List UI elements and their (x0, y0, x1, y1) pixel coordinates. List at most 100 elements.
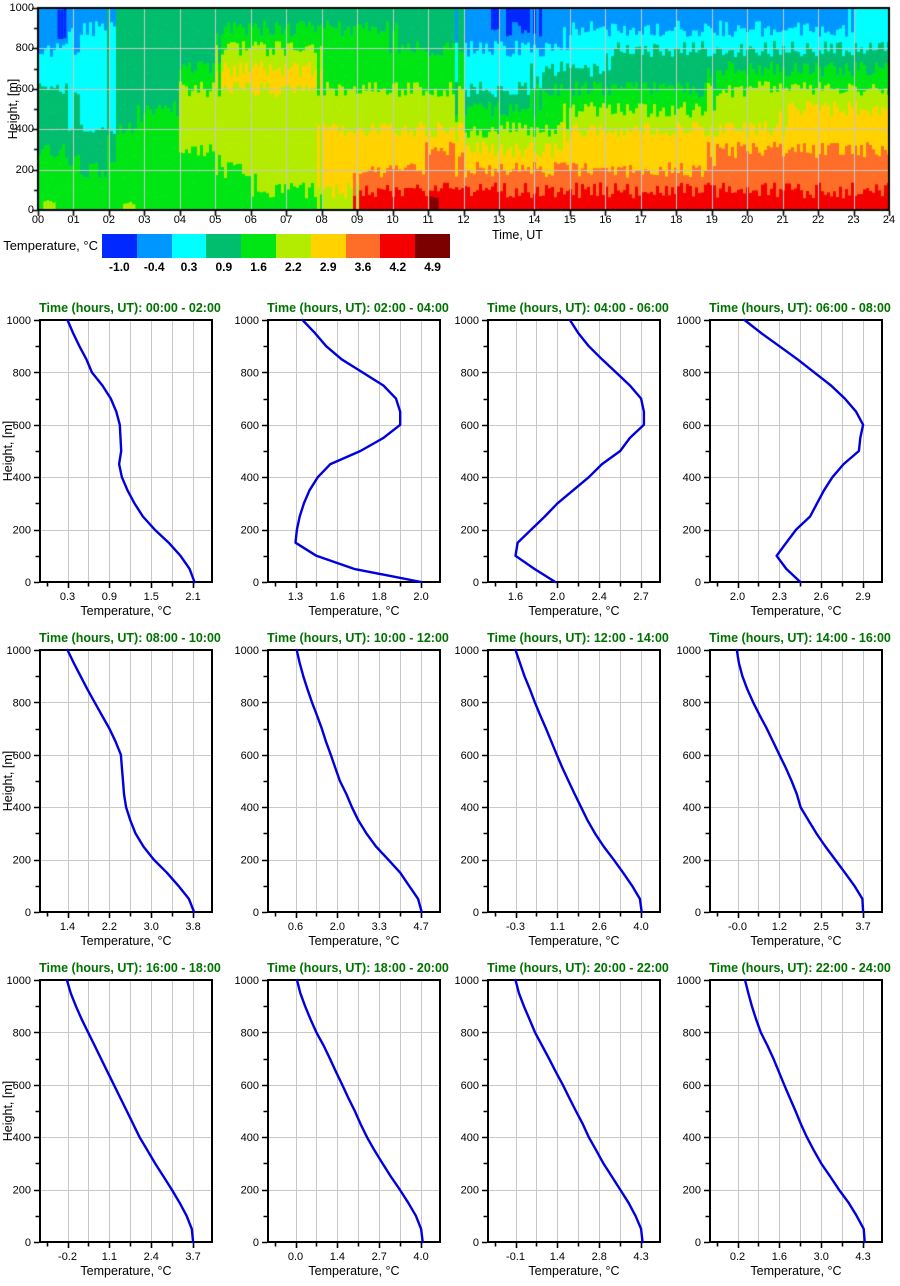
panel-x-tick-label: 2.0 (330, 921, 345, 933)
heatmap-x-tick-label: 19 (705, 214, 718, 226)
panel-y-tick-label: 200 (683, 1185, 701, 1197)
panel-x-tick-label: 2.6 (592, 921, 607, 933)
heatmap-x-tick-label: 11 (422, 214, 434, 226)
temperature-profile-line (295, 648, 423, 914)
colorbar-tick-label: 0.9 (215, 260, 233, 274)
panel-title: Time (hours, UT): 00:00 - 02:00 (39, 301, 221, 315)
temperature-profile-line (65, 978, 195, 1244)
panel-y-axis-label: Height, [m] (1, 751, 15, 811)
panel-y-tick-label: 800 (683, 367, 701, 379)
panel-ticks (262, 319, 423, 588)
panel-x-tick-label: 1.8 (372, 591, 387, 603)
panel-y-tick-label: 800 (13, 697, 31, 709)
panel-x-tick-label: 3.7 (185, 1251, 200, 1263)
panel-x-tick-label: 1.1 (102, 1251, 117, 1263)
colorbar-swatch (171, 234, 207, 258)
heatmap-x-tick-label: 20 (741, 214, 754, 226)
panel-frame (487, 649, 661, 913)
panel-x-tick-label: 0.3 (60, 591, 75, 603)
panel-gridlines (268, 980, 440, 1242)
colorbar-swatch (310, 234, 346, 258)
panel-x-tick-label: 2.8 (592, 1251, 607, 1263)
panel-x-tick-label: 0.0 (288, 1251, 303, 1263)
panel-x-tick-label: 1.1 (550, 921, 565, 933)
panel-y-tick-label: 400 (241, 1132, 259, 1144)
colorbar-swatch (241, 234, 276, 258)
panel-y-tick-label: 800 (13, 1027, 31, 1039)
heatmap-x-tick-label: 02 (102, 214, 116, 226)
panel-y-tick-label: 0 (473, 1237, 479, 1249)
panel-y-tick-label: 400 (461, 472, 479, 484)
panel-title: Time (hours, UT): 04:00 - 06:00 (487, 301, 669, 315)
panel-x-axis-label: Temperature, °C (308, 934, 399, 948)
heatmap-x-tick-label: 17 (634, 214, 647, 226)
heatmap-x-tick-label: 22 (811, 214, 825, 226)
heatmap-x-tick-label: 14 (528, 214, 541, 226)
panel-y-tick-label: 0 (695, 907, 701, 919)
panel-gridlines (40, 980, 212, 1242)
panel-y-tick-label: 1000 (235, 645, 259, 657)
panel-x-tick-label: 2.7 (372, 1251, 387, 1263)
panel-frame (39, 649, 213, 913)
panel-x-axis-label: Temperature, °C (750, 604, 841, 618)
colorbar-tick-label: 1.6 (250, 260, 267, 274)
heatmap-y-tick-label: 600 (15, 82, 34, 95)
panel-y-tick-label: 1000 (677, 315, 701, 327)
heatmap-x-axis-label: Time, UT (492, 228, 543, 242)
panel-title: Time (hours, UT): 08:00 - 10:00 (39, 631, 221, 645)
heatmap-x-tick-label: 13 (492, 214, 506, 226)
panel-frame (709, 649, 883, 913)
profile-chart-12: 0 200 400 600 800 1000 0.2 1.6 3.0 4.3 Time (hours… (677, 961, 891, 1278)
panel-x-axis-label: Temperature, °C (528, 934, 619, 948)
profile-chart-4: 0 200 400 600 800 1000 2.0 2.3 2.6 2.9 Time (hours… (677, 301, 891, 618)
panel-y-tick-label: 200 (461, 525, 479, 537)
panel-y-tick-label: 800 (461, 367, 479, 379)
panel-frame (39, 979, 213, 1243)
colorbar-tick-label: 3.6 (354, 260, 372, 274)
panel-gridlines (40, 650, 212, 912)
panel-y-tick-label: 200 (13, 1185, 31, 1197)
panel-x-tick-label: -0.2 (58, 1251, 77, 1263)
panel-frame (487, 319, 661, 583)
panel-x-axis-label: Temperature, °C (308, 604, 399, 618)
panel-y-tick-label: 1000 (677, 645, 701, 657)
profile-chart-9: 0 200 400 600 800 1000 -0.2 1.1 2.4 3.7 Time (hour… (1, 961, 221, 1278)
panel-y-tick-label: 400 (13, 1132, 31, 1144)
heatmap-x-tick-label: 09 (351, 214, 364, 226)
panel-title: Time (hours, UT): 02:00 - 04:00 (267, 301, 449, 315)
panel-frame (267, 319, 441, 583)
heatmap-x-tick-label: 12 (457, 214, 470, 226)
temperature-profile-line (514, 648, 643, 914)
panel-frame (709, 979, 883, 1243)
panel-frame (39, 319, 213, 583)
panel-x-tick-label: 4.3 (855, 1251, 870, 1263)
panel-y-tick-label: 600 (683, 750, 701, 762)
heatmap-x-tick-label: 04 (173, 214, 186, 226)
profile-chart-6: 0 200 400 600 800 1000 0.6 2.0 3.3 4.7 Time (hours… (235, 631, 449, 948)
colorbar-swatch (136, 234, 172, 258)
panel-y-tick-label: 600 (241, 420, 259, 432)
panel-x-tick-label: 1.6 (508, 591, 523, 603)
panel-y-tick-label: 600 (683, 1080, 701, 1092)
panel-y-tick-label: 0 (473, 907, 479, 919)
heatmap-section: Height, [m] 0 200 400 600 800 1000 00 01 02 03 04… (0, 0, 900, 285)
panel-x-tick-label: 2.4 (144, 1251, 159, 1263)
panel-x-axis-label: Temperature, °C (80, 604, 171, 618)
panel-y-tick-label: 600 (13, 750, 31, 762)
panel-x-tick-label: 4.3 (633, 1251, 648, 1263)
colorbar (102, 234, 450, 258)
panel-gridlines (710, 650, 882, 912)
colorbar-swatch (206, 234, 242, 258)
panel-y-tick-label: 400 (13, 472, 31, 484)
colorbar-tick-label: 4.2 (389, 260, 407, 274)
panel-y-tick-label: 800 (683, 1027, 701, 1039)
panel-x-tick-label: 0.2 (730, 1251, 745, 1263)
profile-chart-7: 0 200 400 600 800 1000 -0.3 1.1 2.6 4.0 Time (hour… (455, 631, 669, 948)
panel-y-tick-label: 200 (241, 855, 259, 867)
colorbar-swatch (415, 234, 450, 258)
panel-y-tick-label: 600 (461, 750, 479, 762)
panel-y-tick-label: 800 (13, 367, 31, 379)
panel-y-tick-label: 1000 (7, 975, 31, 987)
panel-y-tick-label: 800 (461, 1027, 479, 1039)
panel-x-tick-label: 2.0 (413, 591, 428, 603)
